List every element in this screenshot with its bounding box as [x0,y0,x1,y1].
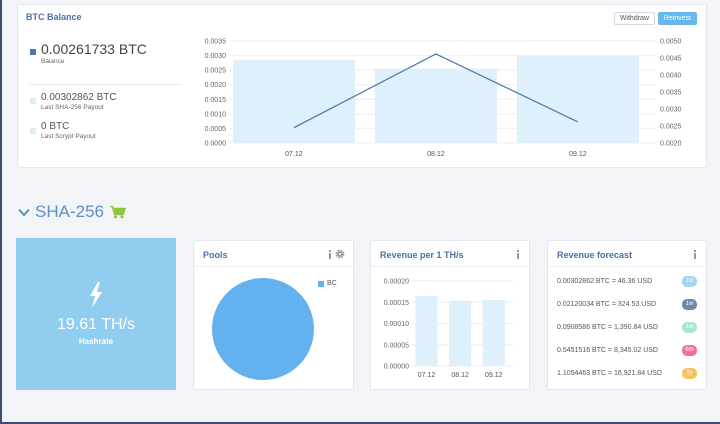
sha-payout-label: Last SHA-256 Payout [41,104,104,111]
balance-divider [28,84,182,85]
hashrate-card: 19.61 TH/s Hashrate [16,238,176,390]
y-tick-label: 0.0035 [205,39,227,46]
period-badge-1y[interactable]: 1y [682,368,697,379]
forecast-text: 0.5451516 BTC = 8,345.02 USD [557,347,658,354]
y-tick-label: 0.0015 [205,97,227,104]
y-tick-label: 0.00015 [384,300,409,307]
pools-title: Pools [203,250,228,260]
revenue-divider [371,266,529,267]
payout-bar [516,55,639,143]
reinvest-button[interactable]: Reinvest [657,12,697,25]
pools-divider [194,266,353,267]
y-tick-label: 0.0000 [205,141,227,148]
pools-legend-label: BC [327,280,337,287]
payout-bar [374,68,497,143]
forecast-text: 0.00302862 BTC = 46.36 USD [557,278,653,285]
revenue-bar [449,300,472,366]
period-badge-1m[interactable]: 1m [682,322,697,333]
balance-label: Balance [41,58,65,65]
section-title: SHA-256 [35,202,104,221]
balance-line [293,53,579,129]
period-badge-1w[interactable]: 1w [682,299,697,310]
scrypt-payout-amount: 0 BTC [41,121,70,132]
sha-payout: 0.00302862 BTC Last SHA-256 Payout [29,92,117,111]
y-tick-label: 0.0025 [205,68,227,75]
y2-tick-label: 0.0035 [660,90,682,97]
forecast-text: 0.0908586 BTC = 1,390.84 USD [557,324,658,331]
withdraw-button[interactable]: Withdraw [613,12,655,25]
pools-card: Pools BC [193,240,354,390]
y2-tick-label: 0.0025 [660,124,682,131]
cart-icon[interactable] [109,205,126,219]
forecast-text: 1.1054463 BTC = 16,921.84 USD [557,370,662,377]
y2-tick-label: 0.0045 [660,56,682,63]
y-tick-label: 0.0020 [205,82,227,89]
x-tick-label: 07.12 [285,151,303,158]
forecast-row: 0.0908586 BTC = 1,390.84 USD 1m [557,321,697,334]
chevron-down-icon[interactable] [18,208,30,217]
period-badge-6m[interactable]: 6m [682,345,697,356]
balance-title: BTC Balance [26,12,82,22]
y2-tick-label: 0.0030 [660,107,682,114]
sha-payout-legend-swatch [30,98,36,104]
hashrate-value: 19.61 TH/s [57,316,135,333]
balance-chart: 0.0000 0.0005 0.0010 0.0015 0.0020 0.0025 0.00… [205,39,682,159]
sha-payout-amount: 0.00302862 BTC [41,92,117,103]
revenue-bar [482,300,505,366]
y-tick-label: 0.00010 [384,321,409,328]
pools-pie-chart [212,278,314,380]
y-tick-label: 0.0030 [205,53,227,60]
y2-tick-label: 0.0020 [660,141,682,148]
revenue-card: Revenue per 1 TH/s 0.00000 0.00005 0.00010… [370,240,530,390]
y-tick-label: 0.0010 [205,111,227,118]
revenue-bar [415,295,438,366]
forecast-row: 0.02120034 BTC = 324.53 USD 1w [557,298,697,311]
x-tick-label: 08.12 [451,372,469,379]
y2-tick-label: 0.0040 [660,73,682,80]
x-tick-label: 09.12 [569,151,587,158]
period-badge-1d[interactable]: 1d [682,276,697,287]
payout-bar [232,59,355,143]
x-tick-label: 09.12 [485,372,503,379]
forecast-row: 0.00302862 BTC = 46.36 USD 1d [557,275,697,288]
balance-card: BTC Balance Withdraw Reinvest 0.00261733… [17,4,707,168]
revenue-title: Revenue per 1 TH/s [380,250,464,260]
scrypt-payout-legend-swatch [30,128,36,134]
lightning-icon [90,282,102,308]
forecast-divider [548,266,706,267]
forecast-title: Revenue forecast [557,250,633,260]
forecast-text: 0.02120034 BTC = 324.53 USD [557,301,657,308]
scrypt-payout: 0 BTC Last Scrypt Payout [29,121,96,140]
pie-slice-bc [212,278,314,380]
pools-legend-swatch [318,281,324,287]
forecast-card: Revenue forecast 0.00302862 BTC = 46.36 … [547,240,707,390]
x-tick-label: 07.12 [418,372,436,379]
info-icon[interactable] [516,250,520,259]
forecast-row: 0.5451516 BTC = 8,345.02 USD 6m [557,344,697,357]
info-icon[interactable] [328,250,332,259]
revenue-chart: 0.00000 0.00005 0.00010 0.00015 0.00020 07.12… [384,279,513,379]
hashrate-label: Hashrate [78,337,114,346]
balance-legend-swatch [30,49,36,55]
x-tick-label: 08.12 [427,151,445,158]
balance-main: 0.00261733 BTC Balance [29,41,147,65]
section-heading: SHA-256 [18,202,126,222]
balance-amount: 0.00261733 BTC [41,41,147,57]
y-tick-label: 0.00005 [384,342,409,349]
forecast-row: 1.1054463 BTC = 16,921.84 USD 1y [557,367,697,380]
y-tick-label: 0.00020 [384,279,409,286]
y-tick-label: 0.0005 [205,126,227,133]
y-tick-label: 0.00000 [384,364,409,371]
info-icon[interactable] [693,250,697,259]
scrypt-payout-label: Last Scrypt Payout [41,133,96,140]
y2-tick-label: 0.0050 [660,39,682,46]
gear-icon[interactable] [335,249,345,259]
